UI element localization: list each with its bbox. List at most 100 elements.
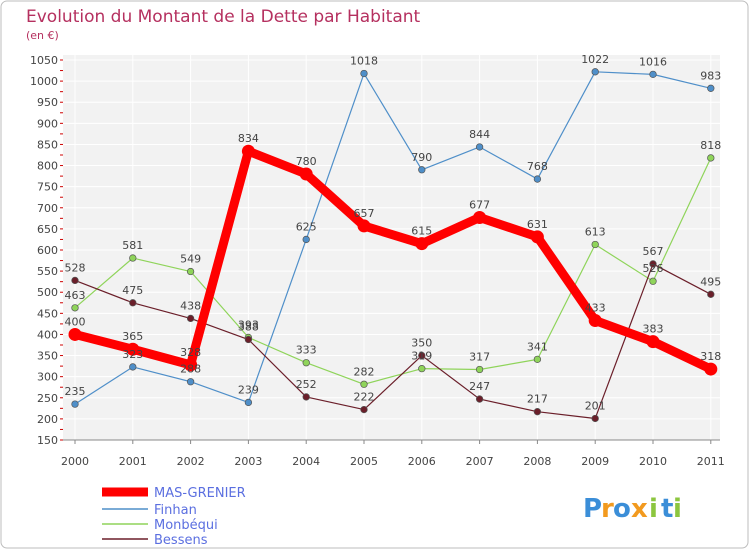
data-label: 319 (411, 350, 432, 363)
data-point (473, 210, 487, 224)
y-tick-label: 650 (37, 223, 58, 236)
y-axis: 150 200 250 300 350 400 450 500 550 600 650 700 750 8… (30, 54, 63, 447)
legend-label: Finhan (154, 503, 197, 518)
data-point (302, 235, 310, 244)
x-tick-label: 2000 (61, 455, 89, 468)
x-tick-label: 2008 (523, 455, 551, 468)
data-point (418, 351, 426, 360)
data-label: 567 (643, 245, 664, 258)
y-tick-label: 700 (37, 202, 58, 215)
series-lines (68, 68, 718, 423)
data-point (241, 144, 255, 158)
y-tick-label: 1050 (30, 54, 58, 67)
data-point (533, 175, 542, 183)
data-point (302, 359, 310, 367)
series-line-mas-grenier (70, 146, 716, 374)
x-tick-label: 2002 (177, 455, 205, 468)
data-label: 625 (296, 220, 317, 233)
y-tick-label: 900 (37, 117, 58, 130)
data-point (475, 365, 484, 374)
data-point (591, 68, 599, 76)
proxiti-logo: Pr o x i t i (583, 494, 682, 524)
data-label: 365 (122, 330, 143, 343)
data-point (591, 240, 599, 249)
data-label: 350 (411, 337, 432, 350)
data-label: 323 (122, 348, 143, 361)
chart-title: Evolution du Montant de la Dette par Hab… (26, 7, 421, 27)
data-label: 463 (65, 289, 86, 302)
data-point (186, 267, 195, 276)
data-label: 528 (65, 261, 86, 274)
data-label: 844 (469, 128, 490, 141)
data-point (418, 364, 426, 373)
data-label: 677 (469, 198, 490, 211)
data-point (184, 358, 198, 372)
legend-label: MAS-GRENIER (154, 486, 246, 501)
data-label: 983 (700, 69, 721, 82)
data-point (186, 378, 195, 386)
data-label: 201 (585, 399, 606, 412)
logo-letter: o (613, 494, 631, 524)
y-tick-label: 750 (37, 181, 58, 194)
data-point (129, 299, 137, 307)
x-tick-label: 2009 (581, 455, 609, 468)
data-label: 317 (469, 350, 490, 363)
data-label: 1016 (639, 55, 667, 68)
logo-letter: i (673, 494, 682, 524)
legend-label: Monbéqui (154, 518, 218, 533)
logo-letter: P (583, 494, 602, 524)
data-label: 1018 (350, 55, 378, 68)
x-tick-label: 2004 (292, 455, 320, 468)
data-point (299, 167, 313, 181)
data-label: 288 (180, 363, 201, 376)
data-label: 222 (354, 391, 375, 404)
data-point (244, 335, 253, 344)
data-point (360, 405, 368, 414)
data-point (71, 304, 79, 312)
data-label: 433 (585, 302, 606, 315)
data-point (649, 70, 657, 79)
plot-area (63, 55, 720, 440)
data-label: 400 (65, 315, 86, 328)
y-tick-label: 800 (37, 160, 58, 173)
logo-letter: i (649, 494, 658, 524)
data-point (129, 363, 137, 371)
data-label: 834 (238, 132, 259, 145)
data-label: 318 (700, 350, 721, 363)
data-label: 475 (122, 284, 143, 297)
x-tick-label: 2011 (697, 455, 725, 468)
data-label: 239 (238, 383, 259, 396)
data-label: 613 (585, 226, 606, 239)
data-label: 438 (180, 299, 201, 312)
x-tick-label: 2010 (639, 455, 667, 468)
x-axis: 2000 2001 2002 2003 2004 2005 2006 2007 2008 2009… (61, 439, 725, 468)
data-label: 393 (238, 318, 259, 331)
data-label: 328 (180, 346, 201, 359)
data-point (707, 154, 715, 162)
x-tick-label: 2006 (408, 455, 436, 468)
y-tick-label: 500 (37, 286, 58, 299)
data-point (530, 230, 544, 244)
data-label: 383 (643, 323, 664, 336)
data-label: 631 (527, 218, 548, 231)
y-tick-label: 250 (37, 392, 58, 405)
y-tick-label: 1000 (30, 75, 58, 88)
data-point (186, 314, 195, 323)
logo-letter: t (661, 494, 673, 524)
data-point (588, 314, 602, 328)
data-point (71, 400, 79, 408)
data-point (649, 277, 657, 285)
y-tick-label: 350 (37, 350, 58, 363)
x-tick-label: 2007 (466, 455, 494, 468)
y-tick-label: 450 (37, 307, 58, 320)
data-label: 388 (238, 321, 259, 334)
y-tick-label: 850 (37, 138, 58, 151)
x-tick-label: 2005 (350, 455, 378, 468)
data-label: 526 (643, 262, 664, 275)
data-point (707, 290, 715, 298)
data-point (244, 398, 253, 407)
logo-letter: x (631, 494, 648, 524)
data-point (126, 342, 140, 356)
